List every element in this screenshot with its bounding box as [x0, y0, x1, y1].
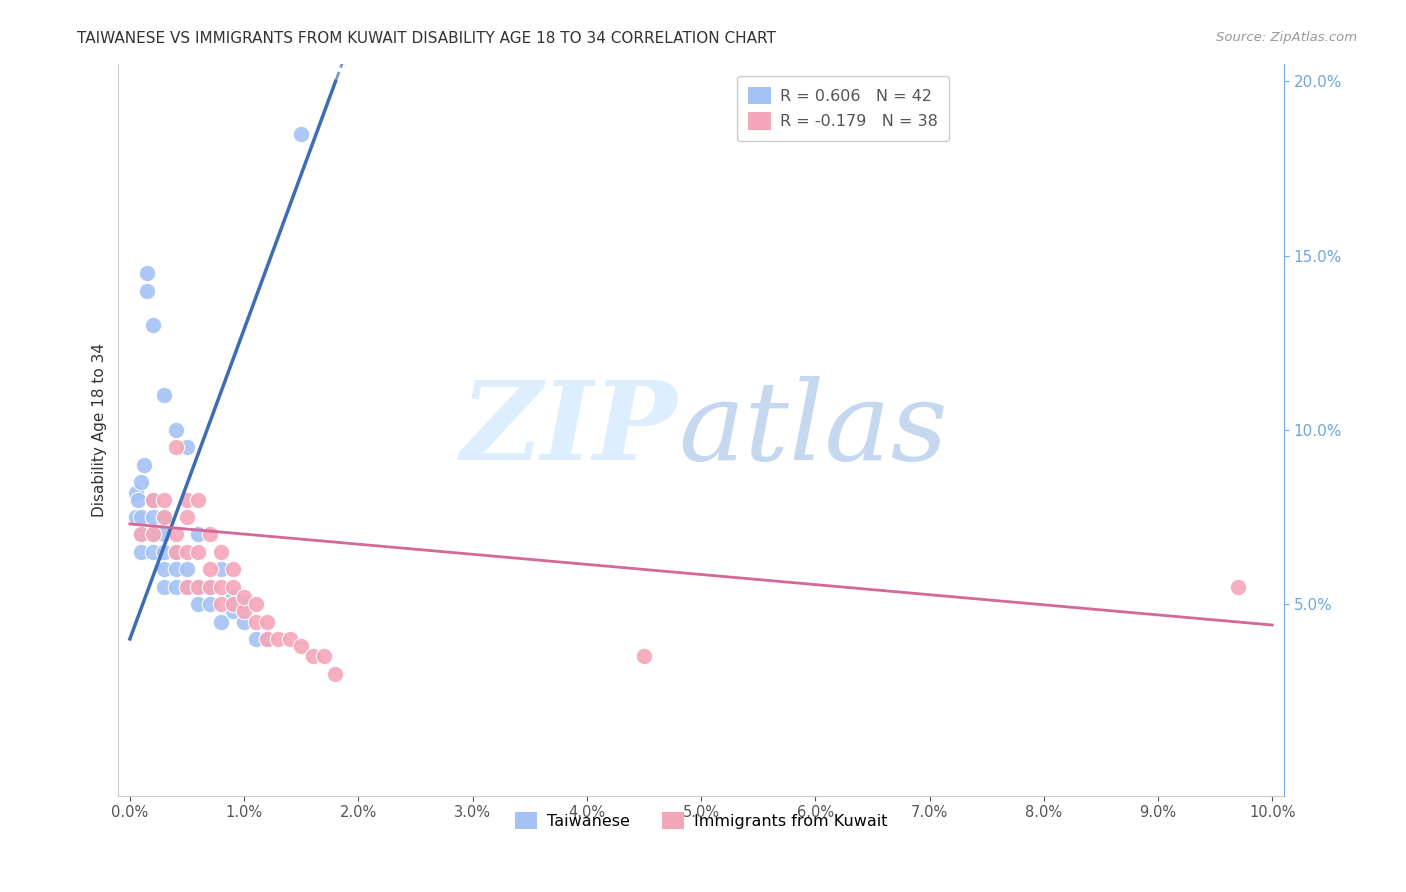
Point — [153, 545, 176, 559]
Point — [198, 597, 221, 611]
Point — [187, 545, 209, 559]
Point — [233, 604, 256, 618]
Legend: Taiwanese, Immigrants from Kuwait: Taiwanese, Immigrants from Kuwait — [509, 805, 894, 835]
Point — [267, 632, 290, 646]
Point — [153, 388, 176, 402]
Point — [325, 666, 347, 681]
Point — [129, 510, 152, 524]
Point — [142, 545, 165, 559]
Point — [312, 649, 335, 664]
Point — [165, 580, 187, 594]
Point — [165, 527, 187, 541]
Point — [165, 440, 187, 454]
Point — [290, 127, 312, 141]
Point — [209, 580, 232, 594]
Point — [209, 562, 232, 576]
Point — [233, 590, 256, 604]
Point — [153, 580, 176, 594]
Point — [153, 527, 176, 541]
Point — [176, 580, 198, 594]
Point — [142, 510, 165, 524]
Point — [233, 597, 256, 611]
Point — [176, 562, 198, 576]
Text: Source: ZipAtlas.com: Source: ZipAtlas.com — [1216, 31, 1357, 45]
Point — [198, 527, 221, 541]
Point — [256, 615, 278, 629]
Point — [124, 485, 146, 500]
Point — [187, 580, 209, 594]
Point — [221, 590, 243, 604]
Point — [153, 562, 176, 576]
Point — [198, 562, 221, 576]
Point — [176, 510, 198, 524]
Point — [132, 458, 155, 472]
Text: TAIWANESE VS IMMIGRANTS FROM KUWAIT DISABILITY AGE 18 TO 34 CORRELATION CHART: TAIWANESE VS IMMIGRANTS FROM KUWAIT DISA… — [77, 31, 776, 46]
Point — [142, 527, 165, 541]
Point — [245, 632, 267, 646]
Point — [136, 284, 159, 298]
Point — [187, 492, 209, 507]
Y-axis label: Disability Age 18 to 34: Disability Age 18 to 34 — [93, 343, 107, 516]
Point — [233, 615, 256, 629]
Point — [187, 527, 209, 541]
Point — [209, 615, 232, 629]
Point — [245, 615, 267, 629]
Point — [136, 266, 159, 280]
Point — [165, 562, 187, 576]
Point — [278, 632, 301, 646]
Point — [142, 492, 165, 507]
Point — [129, 475, 152, 490]
Point — [129, 527, 152, 541]
Point — [142, 318, 165, 333]
Point — [198, 580, 221, 594]
Point — [221, 604, 243, 618]
Point — [153, 510, 176, 524]
Point — [165, 545, 187, 559]
Point — [142, 492, 165, 507]
Point — [129, 545, 152, 559]
Point — [290, 639, 312, 653]
Point — [187, 597, 209, 611]
Point — [176, 440, 198, 454]
Point — [129, 527, 152, 541]
Point — [176, 545, 198, 559]
Point — [198, 580, 221, 594]
Point — [221, 562, 243, 576]
Point — [127, 492, 149, 507]
Point — [124, 510, 146, 524]
Point — [142, 527, 165, 541]
Point — [209, 597, 232, 611]
Point — [153, 510, 176, 524]
Point — [221, 597, 243, 611]
Point — [209, 545, 232, 559]
Point — [256, 632, 278, 646]
Point — [187, 580, 209, 594]
Point — [633, 649, 655, 664]
Point — [176, 492, 198, 507]
Point — [165, 423, 187, 437]
Text: ZIP: ZIP — [461, 376, 678, 483]
Text: atlas: atlas — [678, 376, 948, 483]
Point — [256, 632, 278, 646]
Point — [153, 492, 176, 507]
Point — [301, 649, 323, 664]
Point — [1227, 580, 1250, 594]
Point — [176, 580, 198, 594]
Point — [165, 545, 187, 559]
Point — [221, 580, 243, 594]
Point — [245, 597, 267, 611]
